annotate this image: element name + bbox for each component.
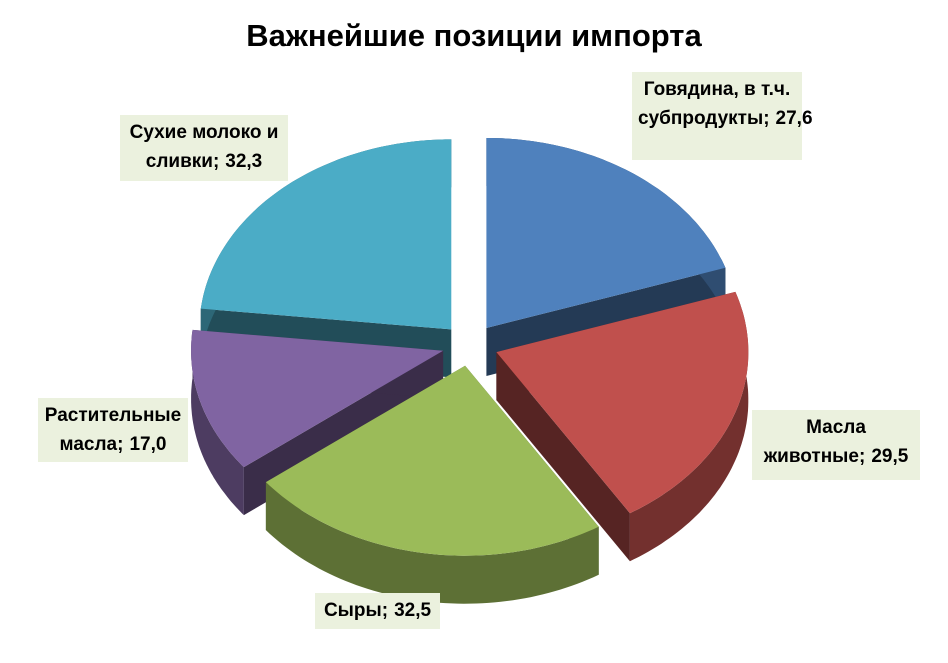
chart-title: Важнейшие позиции импорта <box>246 18 702 53</box>
label-separator: ; <box>858 446 866 467</box>
label-separator: ; <box>763 108 770 129</box>
label-category: Масла животные <box>763 417 866 467</box>
label-category: Растительные масла <box>44 405 182 455</box>
label-value: 29,5 <box>871 446 909 467</box>
slice <box>191 329 444 468</box>
data-label: Сыры; 32,5 <box>315 593 440 629</box>
label-category: Сыры <box>323 600 382 621</box>
label-separator: ; <box>117 434 124 455</box>
slice-wall <box>191 329 244 516</box>
slice <box>265 365 599 556</box>
slice <box>486 138 726 328</box>
label-value: 27,6 <box>775 108 813 129</box>
label-category: Сухие молоко и сливки <box>129 122 279 172</box>
slice <box>496 291 749 514</box>
label-separator: ; <box>381 600 389 621</box>
label-value: 32,5 <box>394 600 432 621</box>
label-separator: ; <box>212 151 220 172</box>
label-category: Говядина, в т.ч. субпродукты <box>638 79 791 129</box>
data-label: Масла животные; 29,5 <box>752 410 920 480</box>
label-value: 17,0 <box>129 434 167 455</box>
slice <box>200 139 452 330</box>
slice-side <box>496 352 630 562</box>
data-label: Говядина, в т.ч. субпродукты; 27,6 <box>632 72 813 160</box>
slice-wall <box>265 482 599 604</box>
data-label: Растительные масла; 17,0 <box>38 398 188 462</box>
data-label: Сухие молоко и сливки; 32,3 <box>120 115 288 181</box>
label-value: 32,3 <box>225 151 263 172</box>
